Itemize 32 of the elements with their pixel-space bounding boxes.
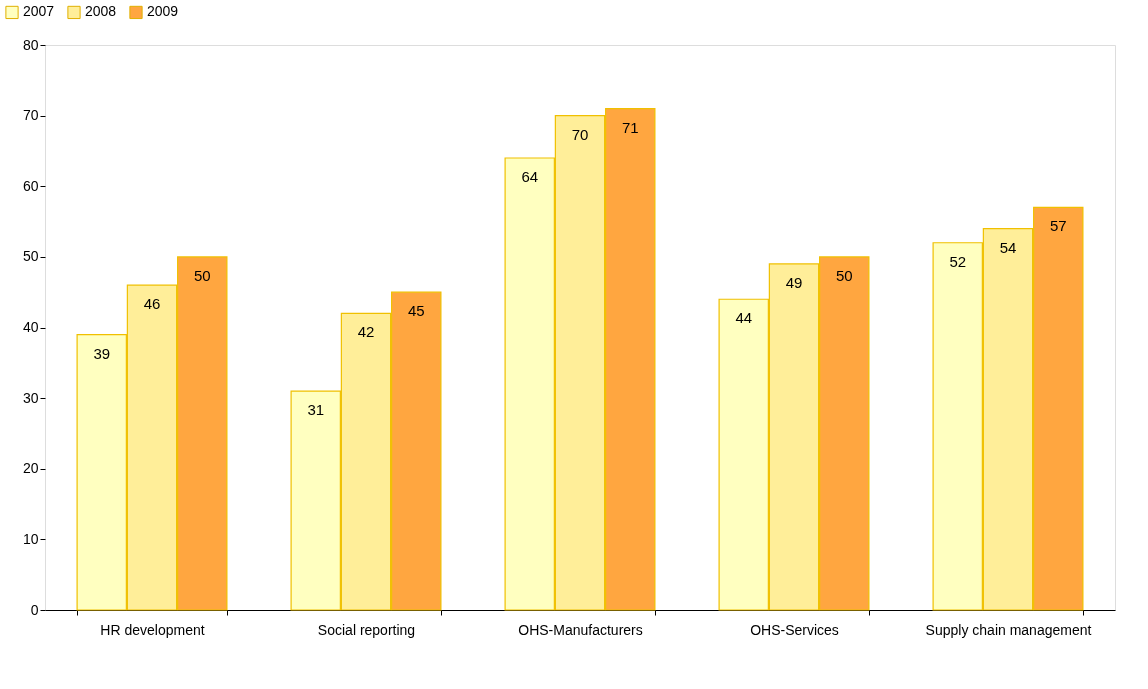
y-tick-label: 10 [22, 530, 39, 547]
data-label: 42 [357, 323, 375, 341]
data-label: 71 [621, 118, 639, 136]
data-label: 46 [143, 295, 161, 313]
x-tick-label: HR development [100, 621, 205, 638]
y-tick-label: 20 [22, 460, 39, 477]
y-tick-label: 70 [22, 107, 39, 124]
legend-label: 2007 [23, 3, 55, 20]
data-label: 57 [1049, 217, 1067, 235]
y-tick-label: 60 [22, 177, 39, 194]
data-label: 50 [193, 266, 211, 284]
legend-label: 2009 [147, 3, 179, 20]
data-label: 31 [307, 401, 325, 419]
data-label: 49 [785, 273, 803, 291]
legend-label: 2008 [85, 3, 117, 20]
y-tick-label: 80 [22, 36, 39, 53]
y-tick-label: 30 [22, 389, 39, 406]
data-label: 39 [93, 344, 111, 362]
y-tick-label: 0 [30, 601, 39, 618]
data-label: 52 [949, 252, 967, 270]
x-tick-label: Social reporting [317, 621, 416, 638]
data-label: 50 [835, 266, 853, 284]
y-tick-label: 40 [22, 319, 39, 335]
data-label: 64 [521, 168, 539, 185]
data-label: 45 [407, 302, 425, 320]
y-tick-label: 50 [22, 248, 39, 265]
data-label: 54 [999, 238, 1017, 256]
data-label: 44 [735, 309, 753, 327]
x-tick-label: Supply chain management [925, 621, 1092, 638]
data-label: 70 [571, 125, 589, 143]
x-tick-label: OHS-Services [750, 621, 839, 638]
x-tick-label: OHS-Manufacturers [518, 621, 643, 638]
